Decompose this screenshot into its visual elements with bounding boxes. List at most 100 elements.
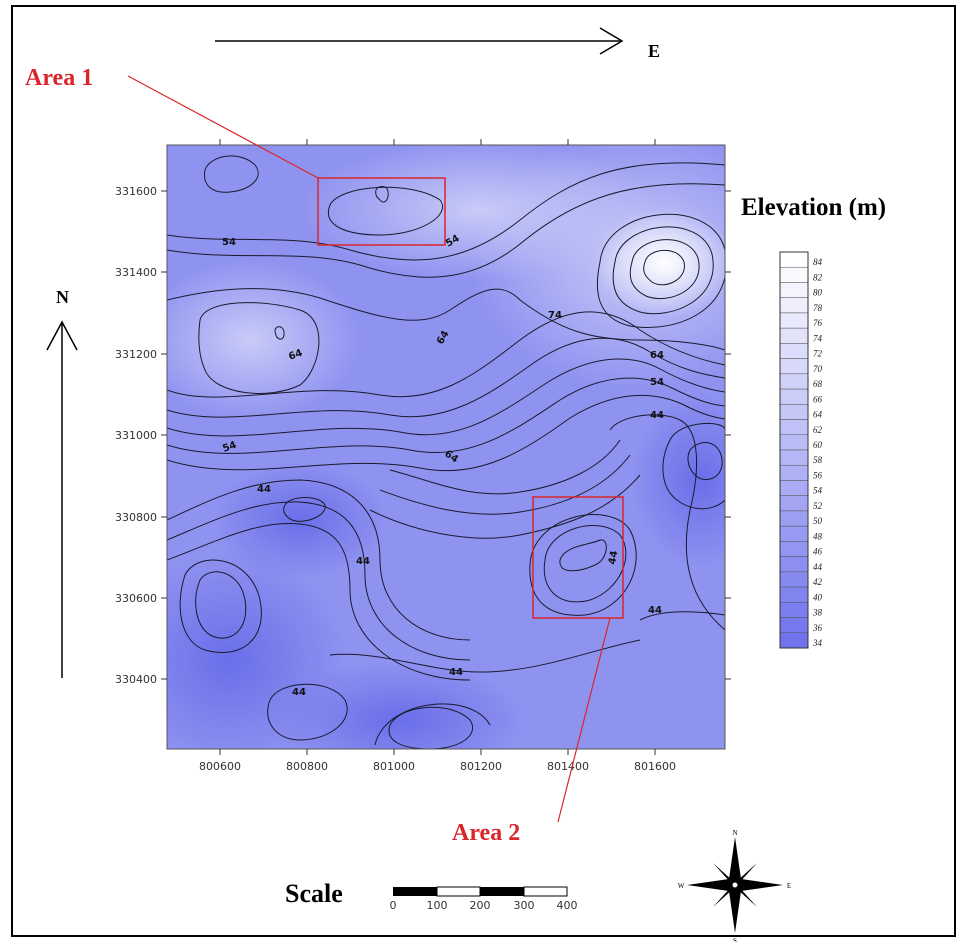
legend-swatch: [779, 449, 809, 466]
legend-level-label: 46: [813, 547, 823, 557]
legend-level-label: 58: [813, 455, 823, 465]
x-tick-label: 801200: [460, 760, 502, 773]
y-tick-label: 331600: [115, 185, 157, 198]
legend-swatch: [779, 602, 809, 618]
compass-rose-icon: N S E W: [678, 829, 791, 945]
compass-s: S: [733, 937, 737, 942]
scale-tick: 200: [470, 899, 491, 912]
y-tick-label: 330800: [115, 511, 157, 524]
legend-level-label: 64: [813, 410, 823, 420]
legend-swatch: [779, 495, 809, 512]
y-axis: 331600 331400 331200 331000 330800 33060…: [115, 185, 731, 686]
y-tick-label: 330400: [115, 673, 157, 686]
legend-swatch: [779, 525, 809, 542]
contour-label: 54: [222, 237, 236, 248]
legend-swatch: [779, 632, 809, 649]
legend-swatch: [779, 282, 809, 298]
legend-swatch: [779, 251, 809, 268]
legend-level-label: 56: [813, 470, 823, 480]
scale-bar: 0 100 200 300 400: [390, 886, 578, 912]
contour-label: 44: [257, 484, 271, 495]
legend-swatch: [779, 480, 809, 496]
legend-level-label: 52: [813, 501, 823, 511]
east-label: E: [648, 41, 660, 61]
legend-swatch: [779, 464, 809, 481]
legend-swatch: [779, 388, 809, 405]
x-tick-label: 801600: [634, 760, 676, 773]
area-2-label: Area 2: [452, 820, 520, 846]
contour-label: 44: [648, 605, 662, 616]
y-tick-label: 331000: [115, 429, 157, 442]
area-1-box: [317, 177, 446, 246]
legend-swatch: [779, 297, 809, 314]
legend-level-label: 40: [813, 592, 823, 602]
figure-border: [11, 5, 956, 937]
y-tick-label: 331200: [115, 348, 157, 361]
legend-level-label: 60: [813, 440, 823, 450]
contour-label: 64: [650, 350, 664, 361]
legend-level-label: 82: [813, 272, 823, 282]
compass-w: W: [678, 882, 685, 890]
legend-border: [779, 251, 809, 649]
legend-level-label: 72: [813, 349, 823, 359]
legend-title: Elevation (m): [741, 194, 886, 221]
legend-swatch: [779, 617, 809, 634]
area-2-annotation: Area 2: [452, 496, 624, 846]
contour-label: 44: [292, 687, 306, 698]
north-label: N: [56, 287, 69, 307]
legend-level-label: 62: [813, 425, 823, 435]
legend-swatch: [779, 571, 809, 588]
legend-swatch: [779, 327, 809, 344]
scale-tick: 100: [427, 899, 448, 912]
contour-label: 54: [221, 440, 238, 455]
north-arrow: [46, 320, 78, 678]
contour-label: 44: [607, 550, 620, 566]
contour-map: 54 54 74 64 64 64 54 44 54 64 44 44 44 4…: [167, 145, 725, 749]
contour-label: 44: [356, 556, 370, 567]
x-tick-label: 800800: [286, 760, 328, 773]
legend-level-label: 78: [813, 303, 823, 313]
legend-swatch: [779, 541, 809, 557]
legend-swatch: [779, 358, 809, 375]
compass-e: E: [787, 882, 791, 890]
legend-level-label: 74: [813, 333, 823, 343]
legend-level-label: 42: [813, 577, 823, 587]
legend-swatch: [779, 510, 809, 527]
scale-tick: 400: [557, 899, 578, 912]
x-tick-label: 801400: [547, 760, 589, 773]
legend-level-label: 84: [813, 257, 823, 267]
y-tick-label: 330600: [115, 592, 157, 605]
legend-swatch: [779, 343, 809, 359]
x-tick-label: 800600: [199, 760, 241, 773]
legend-level-label: 76: [813, 318, 823, 328]
legend-swatch: [779, 556, 809, 573]
scale-tick: 300: [514, 899, 535, 912]
legend-swatch: [779, 404, 809, 420]
legend-swatch: [779, 312, 809, 329]
contour-labels: 54 54 74 64 64 64 54 44 54 64 44 44 44 4…: [221, 233, 664, 698]
legend-level-label: 68: [813, 379, 823, 389]
x-axis: 800600 800800 801000 801200 801400 80160…: [199, 139, 676, 773]
legend-level-label: 80: [813, 288, 823, 298]
contour-label: 74: [548, 310, 562, 321]
scale-label: Scale: [285, 879, 343, 908]
y-tick-label: 331400: [115, 266, 157, 279]
elevation-legend: 84 82 80 78 76 74 72 70 68 66 64 62 60 58 56 54 52 50 48 46…: [779, 251, 823, 649]
legend-level-label: 70: [813, 364, 823, 374]
compass-n: N: [732, 829, 737, 837]
legend-swatch: [779, 373, 809, 390]
legend-swatch: [779, 434, 809, 451]
legend-level-label: 44: [813, 562, 823, 572]
legend-level-label: 50: [813, 516, 823, 526]
map-frame: [166, 144, 726, 750]
legend-level-label: 48: [813, 531, 823, 541]
contour-label: 64: [287, 348, 304, 363]
area-1-label: Area 1: [25, 65, 93, 91]
x-tick-label: 801000: [373, 760, 415, 773]
legend-swatch: [779, 586, 809, 603]
contour-label: 44: [449, 667, 463, 678]
area-1-annotation: Area 1: [25, 65, 446, 246]
legend-level-label: 66: [813, 394, 823, 404]
legend-level-label: 34: [812, 638, 823, 648]
